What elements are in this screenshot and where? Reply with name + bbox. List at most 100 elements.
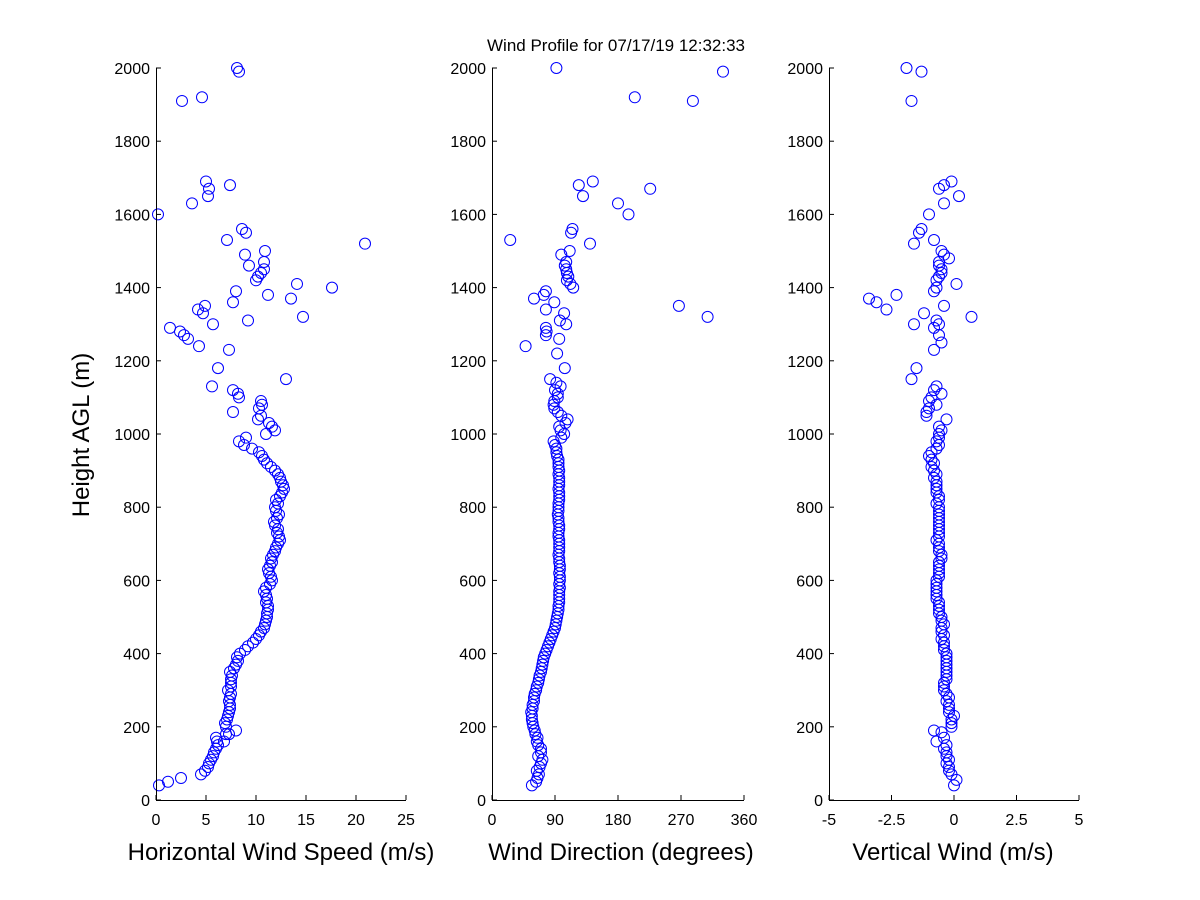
data-point xyxy=(291,277,303,290)
data-point xyxy=(923,402,935,415)
figure-title: Wind Profile for 07/17/19 12:32:33 xyxy=(487,36,745,55)
data-point xyxy=(586,175,599,188)
data-point xyxy=(280,373,292,386)
data-point xyxy=(905,94,918,107)
y-axis-label: Height AGL (m) xyxy=(68,353,95,518)
data-point xyxy=(211,735,223,748)
data-point xyxy=(930,735,943,748)
data-point xyxy=(212,362,224,375)
data-point xyxy=(559,417,572,430)
data-point xyxy=(913,226,925,239)
data-point xyxy=(535,746,547,759)
data-point xyxy=(259,245,271,257)
data-point xyxy=(933,493,945,506)
data-point xyxy=(915,223,928,236)
data-point xyxy=(530,764,543,777)
ticks-layer: 0 90 180 270 360 0 200 400 600 800 1000 1200 1400 160… xyxy=(450,61,757,829)
data-point xyxy=(223,695,235,708)
data-point xyxy=(945,713,958,726)
data-point xyxy=(207,318,219,331)
data-point xyxy=(900,62,913,74)
data-point xyxy=(940,647,953,660)
data-point xyxy=(223,728,235,741)
data-point xyxy=(242,314,254,327)
data-point xyxy=(930,435,943,448)
x-tick-label: 5 xyxy=(1075,812,1084,829)
data-point xyxy=(933,596,945,609)
data-point xyxy=(230,724,242,737)
y-tick-label: 1000 xyxy=(114,427,150,444)
data-point xyxy=(550,62,563,74)
data-point xyxy=(326,281,338,294)
data-point xyxy=(940,651,953,664)
data-point xyxy=(918,307,930,320)
data-point xyxy=(252,270,264,283)
data-point xyxy=(196,91,208,104)
data-point xyxy=(285,292,297,305)
data-point xyxy=(930,574,943,587)
data-point xyxy=(880,303,893,316)
data-point xyxy=(227,406,239,419)
ticks-layer: 0 5 10 15 20 25 0 200 400 600 800 1000 1200 1400 1600 1… xyxy=(114,61,415,829)
x-tick-label: 0 xyxy=(950,812,959,829)
data-point xyxy=(532,676,545,689)
data-point xyxy=(253,402,265,415)
y-tick-label: 1400 xyxy=(114,281,150,298)
data-point xyxy=(928,384,940,397)
data-point xyxy=(199,764,211,777)
data-point xyxy=(940,695,953,708)
data-point xyxy=(532,673,545,686)
data-point xyxy=(930,482,943,495)
data-point xyxy=(686,94,699,107)
data-point xyxy=(717,65,729,78)
data-point xyxy=(202,761,214,774)
data-point xyxy=(612,197,624,210)
data-point xyxy=(930,468,943,481)
y-tick-label: 0 xyxy=(814,793,823,810)
data-point xyxy=(945,768,958,781)
data-point xyxy=(938,636,950,649)
data-point xyxy=(938,179,950,192)
data-point xyxy=(923,449,935,462)
data-point xyxy=(243,259,255,272)
data-point xyxy=(940,413,953,426)
data-point xyxy=(965,310,978,323)
data-point xyxy=(256,449,268,462)
y-tick-label: 200 xyxy=(796,720,823,737)
data-point xyxy=(551,406,564,419)
data-point xyxy=(223,343,235,356)
data-point xyxy=(297,310,309,323)
data-point xyxy=(923,395,935,408)
x-axis-label: Horizontal Wind Speed (m/s) xyxy=(128,839,435,866)
x-tick-label: 10 xyxy=(247,812,265,829)
data-point xyxy=(672,299,685,312)
y-tick-label: 1800 xyxy=(450,134,486,151)
data-point xyxy=(540,325,553,338)
data-point xyxy=(539,321,552,334)
y-tick-label: 2000 xyxy=(787,61,823,78)
data-point xyxy=(935,611,948,623)
data-point xyxy=(275,475,287,488)
data-point xyxy=(202,190,214,203)
data-point xyxy=(269,464,281,477)
data-point xyxy=(935,548,948,561)
data-point xyxy=(250,632,262,645)
data-point xyxy=(561,413,574,426)
data-point xyxy=(162,775,174,788)
data-point xyxy=(928,343,940,356)
data-point xyxy=(537,654,550,667)
data-point xyxy=(531,731,544,744)
data-point xyxy=(255,409,267,422)
data-point xyxy=(231,651,243,664)
data-point xyxy=(930,497,943,510)
data-point xyxy=(933,559,945,572)
data-point xyxy=(203,182,215,195)
data-point xyxy=(175,772,187,785)
x-axis-label: Vertical Wind (m/s) xyxy=(852,839,1053,866)
data-point xyxy=(560,318,573,331)
data-point xyxy=(933,329,945,342)
data-point xyxy=(266,574,278,587)
y-tick-label: 1400 xyxy=(450,281,486,298)
data-point xyxy=(252,413,264,426)
